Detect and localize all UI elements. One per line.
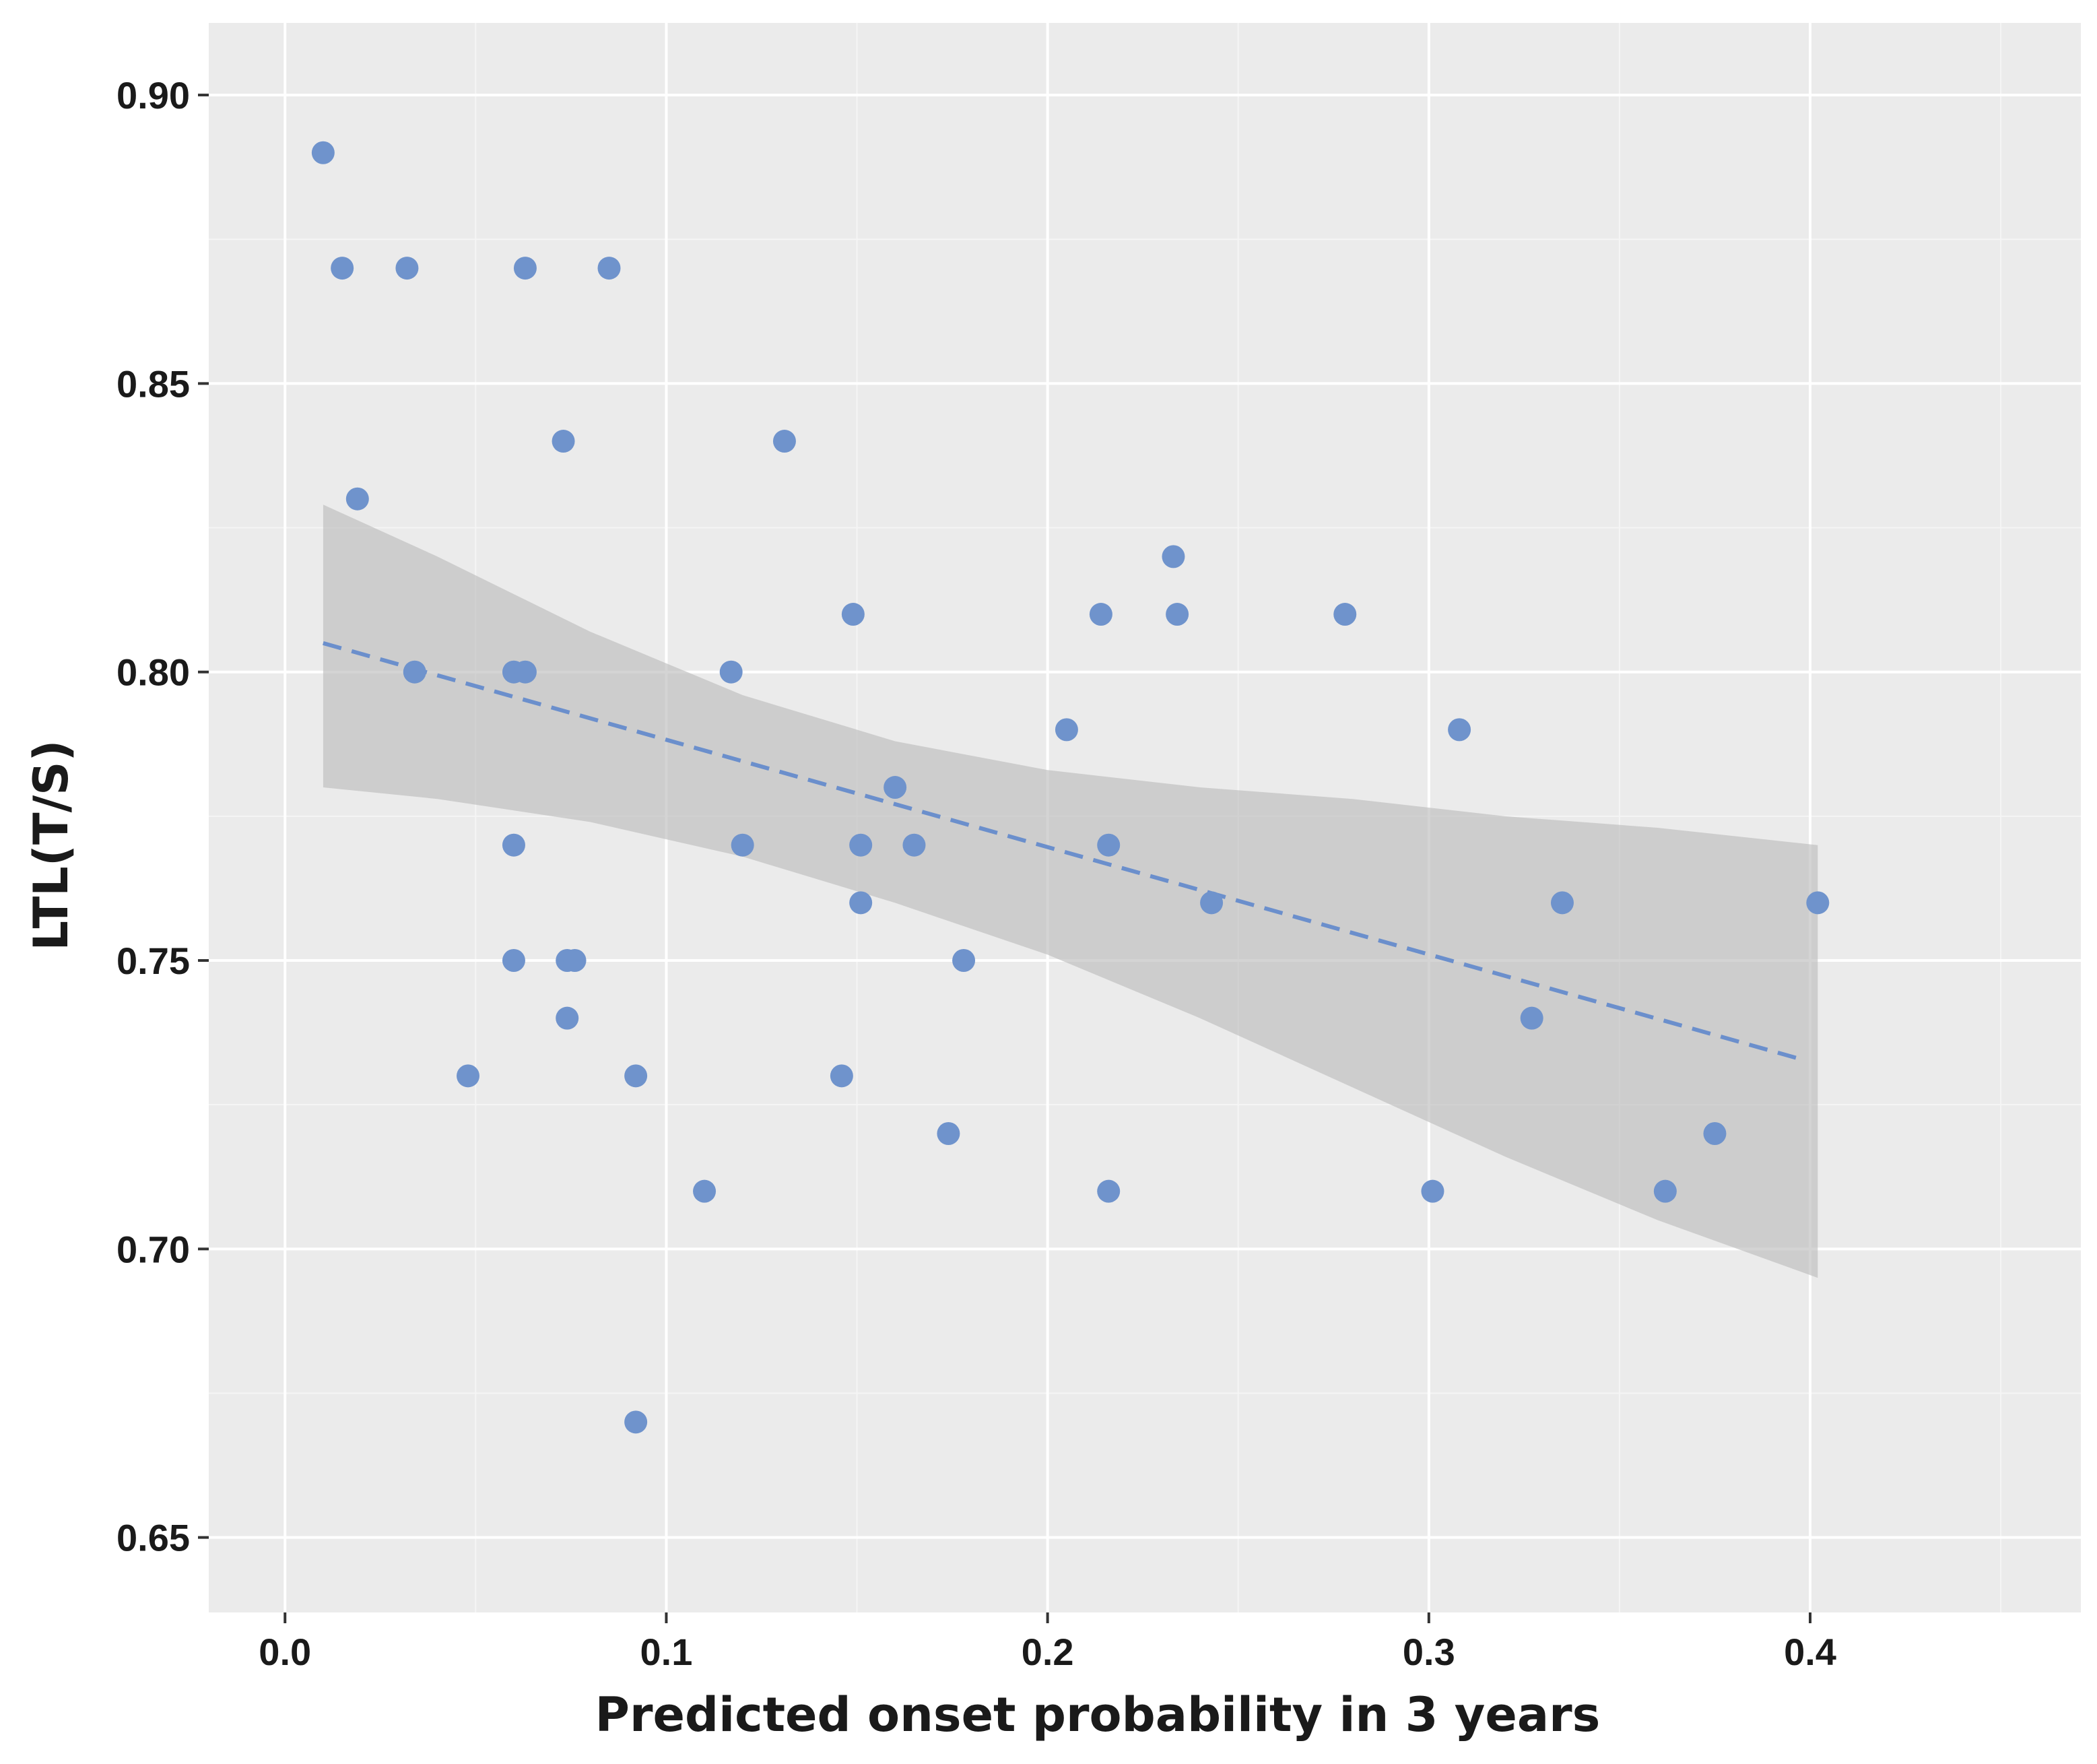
x-axis-title: Predicted onset probability in 3 years — [595, 1687, 1601, 1742]
y-tick-label: 0.80 — [116, 651, 190, 694]
data-point — [311, 141, 335, 164]
data-point — [331, 257, 354, 280]
data-point — [1653, 1179, 1677, 1203]
data-point — [849, 891, 873, 915]
x-tick-label: 0.4 — [1784, 1631, 1836, 1673]
data-point — [884, 776, 907, 799]
regression-line — [323, 641, 1799, 1061]
data-point — [952, 949, 976, 973]
data-point — [1520, 1006, 1543, 1030]
data-point — [1703, 1122, 1727, 1146]
data-point — [1089, 603, 1112, 626]
data-point — [345, 487, 369, 511]
data-point — [1166, 603, 1189, 626]
data-point — [624, 1410, 648, 1434]
x-tick-label: 0.3 — [1403, 1631, 1455, 1673]
data-point — [693, 1179, 717, 1203]
y-axis-title: LTL(T/S) — [24, 740, 79, 950]
data-point — [1806, 891, 1830, 915]
y-tick-label: 0.85 — [116, 362, 190, 405]
data-point — [719, 660, 743, 684]
y-tick-label: 0.75 — [116, 940, 190, 982]
data-point — [513, 257, 537, 280]
data-point — [731, 833, 754, 857]
y-tick-label: 0.70 — [116, 1228, 190, 1270]
data-points — [311, 141, 1830, 1434]
data-point — [502, 949, 525, 973]
data-point — [457, 1064, 480, 1088]
data-point — [1097, 1179, 1121, 1203]
confidence-band — [323, 504, 1818, 1278]
x-tick-label: 0.1 — [640, 1631, 693, 1673]
data-point — [597, 257, 621, 280]
data-point — [395, 257, 419, 280]
y-tick-label: 0.65 — [116, 1517, 190, 1559]
data-point — [556, 1006, 579, 1030]
data-point — [1421, 1179, 1444, 1203]
data-point — [937, 1122, 960, 1146]
data-point — [1448, 718, 1471, 742]
y-axis-ticks: 0.65 0.70 0.75 0.80 0.85 0.90 — [116, 74, 209, 1559]
x-tick-label: 0.2 — [1022, 1631, 1074, 1673]
data-point — [830, 1064, 853, 1088]
x-axis-ticks: 0.0 0.1 0.2 0.3 0.4 — [259, 1612, 1836, 1673]
data-point — [1162, 545, 1185, 568]
data-point — [902, 833, 926, 857]
data-point — [841, 603, 865, 626]
data-point — [563, 949, 587, 973]
data-point — [1333, 603, 1357, 626]
data-point — [403, 660, 426, 684]
y-tick-label: 0.90 — [116, 74, 190, 117]
data-point — [772, 430, 796, 453]
data-point — [624, 1064, 648, 1088]
data-point — [1550, 891, 1574, 915]
data-point — [1097, 833, 1121, 857]
data-point — [502, 833, 525, 857]
data-point — [513, 660, 537, 684]
x-tick-label: 0.0 — [259, 1631, 311, 1673]
data-point — [552, 430, 575, 453]
data-point — [1200, 891, 1224, 915]
data-point — [849, 833, 873, 857]
data-point — [1055, 718, 1078, 742]
